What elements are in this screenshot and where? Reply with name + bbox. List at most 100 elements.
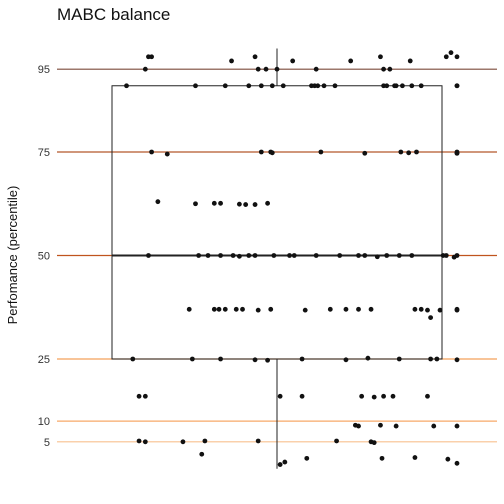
data-point (202, 438, 208, 444)
data-point (255, 66, 261, 72)
data-point (428, 315, 434, 320)
data-point (393, 423, 399, 429)
data-point (199, 451, 205, 457)
y-ticks: 5 10 25 50 75 95 (38, 64, 50, 449)
data-point (196, 253, 202, 258)
data-point (180, 439, 186, 445)
data-point (222, 306, 228, 312)
data-point (258, 149, 264, 155)
data-point (263, 66, 269, 72)
data-point (443, 253, 449, 258)
data-point (246, 83, 252, 89)
y-tick-label: 75 (38, 147, 50, 159)
data-points (124, 50, 460, 467)
data-point (434, 356, 440, 362)
y-axis-label: Perfomance (percentile) (5, 186, 20, 325)
data-point (443, 54, 449, 60)
data-point (387, 66, 393, 72)
data-point (384, 83, 390, 89)
data-point (277, 462, 283, 467)
data-point (315, 83, 321, 89)
data-point (265, 200, 270, 206)
data-point (146, 253, 151, 258)
data-point (428, 356, 434, 362)
data-point (337, 253, 343, 258)
data-point (454, 253, 460, 258)
data-point (321, 83, 327, 89)
data-point (313, 66, 319, 72)
data-point (327, 306, 333, 312)
data-point (302, 307, 308, 313)
data-point (445, 456, 451, 462)
data-point (230, 253, 236, 258)
data-point (186, 306, 192, 312)
data-point (454, 149, 460, 155)
box-iqr (111, 85, 443, 360)
data-point (216, 306, 222, 312)
data-point (362, 150, 368, 156)
data-point (299, 356, 305, 362)
data-point (277, 393, 283, 399)
data-point (371, 440, 377, 446)
data-point (365, 355, 371, 361)
data-point (155, 199, 161, 205)
data-point (348, 58, 354, 64)
data-point (378, 54, 383, 60)
y-tick-label: 5 (44, 437, 50, 449)
data-point (164, 151, 170, 157)
data-point (379, 455, 385, 461)
data-point (136, 393, 142, 399)
data-point (265, 357, 270, 363)
data-point (406, 150, 412, 156)
data-point (334, 438, 339, 444)
data-point (258, 83, 264, 89)
data-point (252, 253, 258, 258)
data-point (252, 202, 258, 207)
data-point (343, 306, 349, 312)
data-point (282, 459, 288, 465)
data-point (356, 306, 361, 312)
data-point (396, 356, 402, 362)
data-point (274, 66, 280, 72)
data-point (236, 201, 242, 207)
data-point (211, 200, 217, 206)
data-point (418, 306, 424, 312)
data-point (142, 393, 148, 399)
y-tick-label: 95 (38, 64, 50, 76)
data-point (124, 83, 129, 89)
data-point (448, 50, 454, 56)
chart-title: MABC balance (57, 5, 170, 24)
data-point (390, 393, 396, 399)
data-point (431, 423, 437, 429)
data-point (255, 307, 261, 313)
data-point (407, 58, 413, 64)
data-point (222, 83, 228, 89)
data-point (454, 460, 460, 466)
data-point (290, 58, 296, 64)
data-point (313, 253, 319, 258)
data-point (233, 306, 239, 312)
data-point (371, 394, 377, 400)
y-tick-label: 10 (38, 416, 50, 428)
data-point (218, 253, 223, 258)
data-point (149, 54, 155, 60)
y-tick-label: 50 (38, 251, 50, 263)
data-point (269, 83, 275, 89)
data-point (236, 253, 242, 259)
data-point (409, 83, 415, 89)
data-point (299, 393, 305, 399)
data-point (246, 253, 252, 258)
data-point (189, 356, 195, 362)
data-point (142, 66, 148, 72)
data-point (381, 393, 386, 399)
y-tick-label: 25 (38, 354, 50, 366)
data-point (268, 306, 274, 312)
data-point (414, 149, 419, 155)
data-point (130, 356, 136, 362)
data-point (142, 439, 148, 445)
data-point (396, 253, 402, 258)
data-point (343, 357, 349, 363)
data-point (400, 83, 405, 89)
data-point (393, 83, 399, 89)
data-point (437, 307, 443, 313)
